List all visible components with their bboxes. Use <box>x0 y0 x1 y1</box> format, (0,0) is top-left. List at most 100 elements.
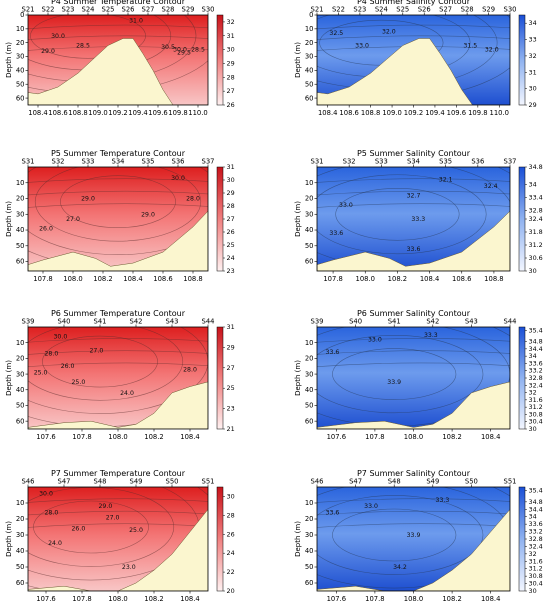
contour-panel: 32.5 32.0 33.0 31.5 32.0 S21 S22 S23 S24 S25 S26 S2… <box>294 0 537 117</box>
colorbar-tick-label: 33.2 <box>529 528 543 536</box>
x-tick-label: 110.0 <box>188 109 207 117</box>
panel-title: P7 Summer Temperature Contour <box>51 469 186 478</box>
station-label: S39 <box>311 318 324 326</box>
contour-label: 32.7 <box>407 192 421 199</box>
contour-line <box>28 350 208 355</box>
colorbar-tick-label: 34.8 <box>529 163 543 171</box>
colorbar-tick-label: 34.4 <box>529 345 543 353</box>
contour-label: 30.0 <box>51 33 65 40</box>
contour-line <box>28 24 208 30</box>
contour-line <box>317 523 510 528</box>
x-tick-label: 108.4 <box>180 595 199 602</box>
contour-label: 26.0 <box>72 526 86 533</box>
station-label: S50 <box>465 478 478 486</box>
y-tick-label: 50 <box>16 80 25 88</box>
contour-line <box>28 510 208 516</box>
contour-label: 30.0 <box>54 333 68 340</box>
y-tick-label: 60 <box>16 417 25 425</box>
panel-title: P7 Summer Salinity Contour <box>357 469 471 478</box>
station-label: S46 <box>22 478 35 486</box>
y-tick-label: 50 <box>305 402 314 410</box>
colorbar-tick-label: 31.2 <box>529 241 543 249</box>
contour-label: 31.0 <box>129 18 143 25</box>
y-tick-label: 30 <box>16 53 25 61</box>
y-tick-label: 30 <box>16 370 25 378</box>
contour-field: 30.0 28.0 27.0 26.0 25.0 25.0 24.0 28.0 <box>28 327 208 429</box>
colorbar-tick-label: 26 <box>227 530 235 538</box>
x-tick-label: 107.8 <box>365 595 384 602</box>
x-tick-label: 109.2 <box>108 109 127 117</box>
contour-label: 33.0 <box>368 337 382 344</box>
colorbar-tick-label: 35.4 <box>529 327 543 335</box>
colorbar-tick-label: 33.6 <box>529 359 543 367</box>
station-label: S39 <box>22 318 35 326</box>
y-tick-label: 40 <box>305 547 314 555</box>
station-label: S37 <box>202 158 215 166</box>
contour-line <box>28 167 208 255</box>
x-tick-label: 108.4 <box>123 275 142 283</box>
y-tick-label: 10 <box>305 25 314 33</box>
seabed <box>28 509 208 591</box>
contour-line <box>317 338 510 343</box>
x-tick-label: 108.4 <box>481 595 500 602</box>
colorbar-tick-label: 32.4 <box>529 215 543 223</box>
station-label: S48 <box>94 478 107 486</box>
colorbar <box>216 326 224 430</box>
contour-line <box>28 362 208 368</box>
contour-label: 32.5 <box>329 30 343 37</box>
x-tick-label: 108.6 <box>153 275 172 283</box>
colorbar-tick-label: 21 <box>227 425 235 433</box>
contour-label: 29.0 <box>41 48 55 55</box>
contour-panel: 32.1 32.4 32.7 33.0 33.3 33.6 33.6 S31 S32 S33 S34… <box>294 149 543 283</box>
colorbar-tick-label: 30 <box>227 492 235 500</box>
y-tick-label: 20 <box>16 355 25 363</box>
colorbar-tick-label: 30 <box>529 425 537 433</box>
y-tick-label: 50 <box>16 402 25 410</box>
contour-line <box>28 178 208 183</box>
y-axis-label: Depth (m) <box>294 521 302 557</box>
colorbar-tick-label: 32.8 <box>529 374 543 382</box>
station-label: S49 <box>130 478 143 486</box>
station-label: S43 <box>166 318 179 326</box>
contour-label: 25.0 <box>129 527 143 534</box>
station-label: S42 <box>130 318 143 326</box>
contour-line <box>317 498 510 503</box>
colorbar-tick-label: 32 <box>529 389 537 397</box>
y-tick-label: 10 <box>16 339 25 347</box>
contour-label: 26.0 <box>39 225 53 232</box>
station-label: S33 <box>375 158 388 166</box>
contour-label: 32.4 <box>484 183 498 190</box>
colorbar-tick-label: 29 <box>227 189 235 197</box>
contour-label: 28.0 <box>186 196 200 203</box>
contour-label: 32.0 <box>382 29 396 36</box>
x-tick-label: 108.6 <box>452 275 471 283</box>
contour-label: 28.0 <box>45 510 59 517</box>
colorbar <box>216 166 224 272</box>
station-label: S25 <box>396 6 409 14</box>
station-label: S28 <box>461 6 474 14</box>
y-tick-label: 0 <box>20 11 24 19</box>
contour-label: 30.5 <box>161 44 175 51</box>
contour-panel: 33.0 33.3 33.6 33.9 S39 S40 S41 S42 S43 S44 107.6 1… <box>294 309 543 441</box>
colorbar-tick-label: 34 <box>529 352 537 360</box>
y-axis-label: Depth (m) <box>5 521 13 557</box>
contour-field: 31.030.029.030.530.029.5 28.528.5 <box>28 15 208 105</box>
contour-line <box>28 203 208 208</box>
y-tick-label: 50 <box>305 563 314 571</box>
station-label: S50 <box>166 478 179 486</box>
colorbar-tick-label: 31 <box>529 68 537 76</box>
x-tick-label: 108.2 <box>388 275 407 283</box>
x-tick-label: 109.0 <box>382 109 401 117</box>
station-label: S44 <box>202 318 215 326</box>
contour-label: 26.0 <box>61 363 75 370</box>
colorbar-tick-label: 27 <box>227 87 235 95</box>
colorbar-tick-label: 20 <box>227 587 235 595</box>
x-tick-label: 108.6 <box>339 109 358 117</box>
contour-label: 29.0 <box>141 211 155 218</box>
y-tick-label: 30 <box>305 210 314 218</box>
y-tick-label: 0 <box>309 11 313 19</box>
contour-line <box>317 362 510 368</box>
y-tick-label: 40 <box>16 67 25 75</box>
contour-line <box>317 35 510 40</box>
station-label: S42 <box>426 318 439 326</box>
